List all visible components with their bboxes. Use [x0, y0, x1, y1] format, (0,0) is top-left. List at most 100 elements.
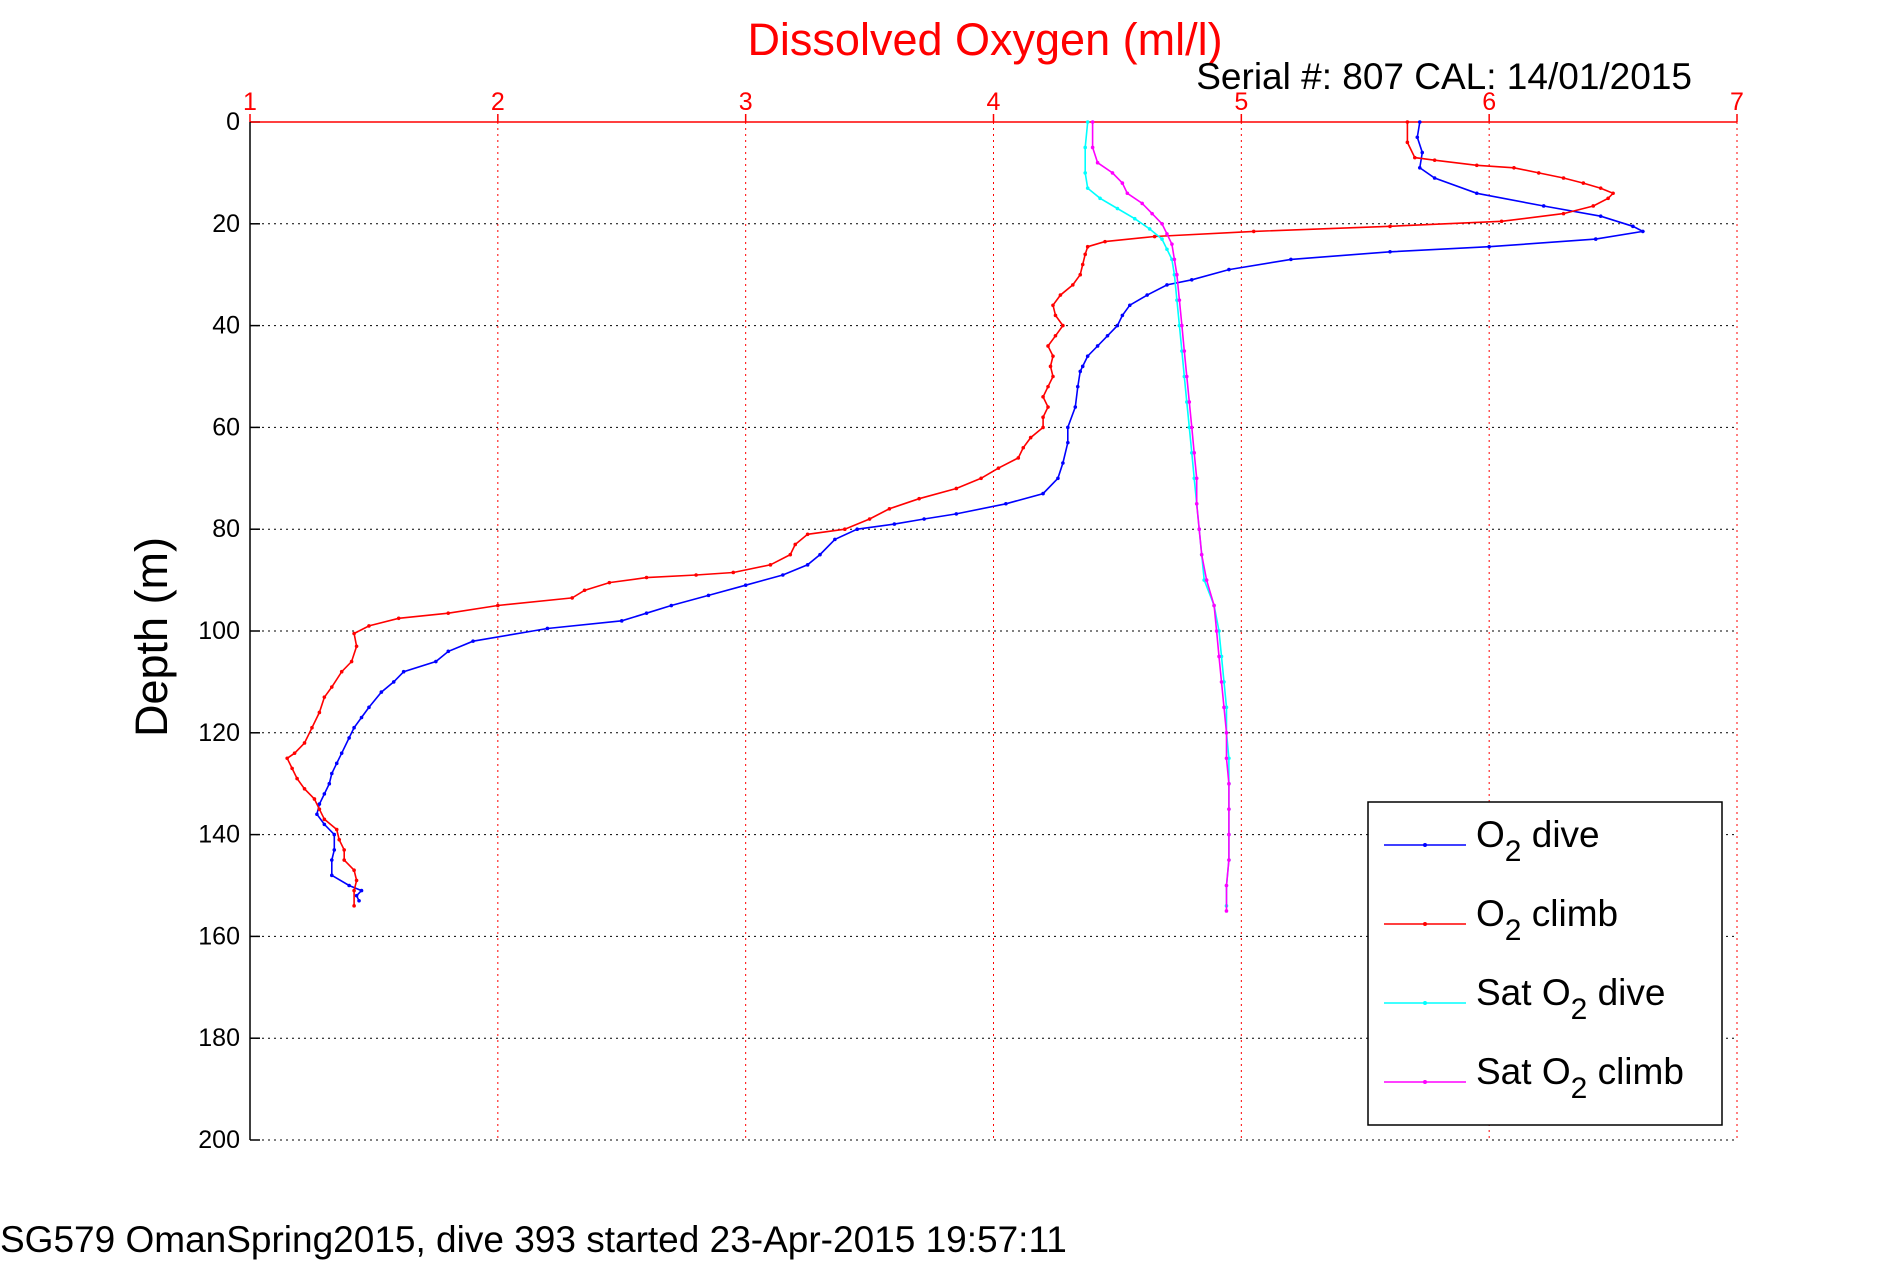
data-point — [1041, 491, 1045, 496]
data-point — [352, 904, 356, 908]
data-point — [1641, 229, 1645, 234]
data-point — [793, 542, 798, 547]
data-point — [446, 611, 451, 615]
data-point — [1227, 858, 1231, 862]
data-point — [1631, 224, 1635, 229]
data-point — [285, 756, 289, 761]
data-point — [694, 573, 698, 577]
data-point — [781, 573, 785, 577]
data-point — [1474, 163, 1479, 168]
data-point — [332, 832, 337, 837]
data-point — [1021, 445, 1026, 450]
data-point — [1075, 384, 1080, 389]
data-point — [334, 827, 339, 832]
data-point — [1175, 272, 1179, 277]
data-point — [1187, 425, 1192, 430]
data-point — [843, 527, 847, 531]
x-tick-label: 1 — [243, 88, 257, 116]
data-point — [349, 659, 354, 664]
data-point — [295, 776, 299, 781]
data-point — [1432, 176, 1437, 180]
y-tick-label: 0 — [226, 108, 240, 136]
data-point — [317, 710, 322, 715]
y-tick-label: 200 — [198, 1126, 240, 1154]
data-point — [1217, 654, 1221, 659]
data-point — [805, 563, 810, 567]
data-point — [1175, 298, 1179, 302]
data-point — [396, 616, 401, 621]
data-point — [1189, 277, 1194, 282]
y-axis-label: Depth (m) — [126, 537, 177, 737]
data-point — [1080, 364, 1085, 369]
data-point — [1251, 229, 1256, 234]
data-point — [352, 868, 356, 873]
data-point — [1170, 257, 1174, 262]
data-point — [1180, 349, 1184, 353]
data-point — [347, 736, 351, 740]
y-tick-label: 20 — [212, 210, 240, 238]
data-point — [1172, 272, 1177, 277]
data-point — [1227, 756, 1231, 761]
data-point — [1061, 461, 1065, 465]
data-point — [818, 552, 822, 557]
data-point — [644, 611, 649, 615]
data-point — [496, 603, 500, 608]
data-point — [731, 570, 736, 575]
data-point — [1120, 313, 1125, 318]
data-point — [322, 817, 327, 822]
y-tick-label: 120 — [198, 719, 240, 747]
data-point — [354, 644, 359, 649]
data-point — [1182, 374, 1187, 379]
data-point — [1417, 166, 1422, 170]
data-point — [1512, 166, 1516, 170]
data-series — [285, 120, 1646, 913]
data-point — [310, 725, 314, 730]
data-point — [1105, 333, 1110, 338]
data-point — [1227, 267, 1231, 272]
x-tick-label: 4 — [987, 88, 1001, 116]
data-point — [1199, 552, 1204, 557]
data-point — [582, 588, 587, 593]
data-point — [1405, 120, 1410, 124]
data-point — [1598, 214, 1603, 218]
data-point — [1041, 425, 1045, 430]
data-point — [1160, 237, 1164, 241]
series-line — [1091, 122, 1230, 911]
data-point — [570, 596, 574, 600]
data-point — [1224, 756, 1229, 761]
data-point — [434, 659, 438, 664]
data-point — [1204, 578, 1209, 582]
data-point — [339, 669, 344, 674]
data-point — [352, 631, 356, 636]
data-point — [342, 848, 346, 852]
footer-text: SG579 OmanSpring2015, dive 393 started 2… — [0, 1219, 1067, 1260]
chart-subtitle: Serial #: 807 CAL: 14/01/2015 — [1196, 56, 1692, 97]
data-point — [1115, 323, 1120, 328]
data-point — [359, 888, 364, 893]
data-point — [322, 792, 327, 796]
data-point — [917, 496, 921, 501]
data-point — [1192, 476, 1197, 481]
data-point — [619, 619, 624, 623]
data-point — [979, 476, 983, 481]
data-point — [1085, 186, 1090, 190]
data-point — [1227, 832, 1231, 837]
data-point — [1388, 249, 1392, 254]
data-point — [1145, 293, 1149, 297]
data-point — [1219, 654, 1224, 659]
data-point — [996, 466, 1001, 470]
data-point — [1160, 222, 1164, 226]
data-point — [805, 532, 810, 537]
data-point — [332, 848, 337, 852]
data-point — [1197, 527, 1202, 531]
series-0 — [315, 120, 1646, 903]
y-tick-label: 80 — [212, 515, 240, 543]
data-point — [1591, 204, 1596, 208]
data-point — [1051, 354, 1055, 358]
series-3 — [1090, 120, 1231, 913]
data-point — [1541, 204, 1546, 208]
data-point — [1172, 257, 1177, 262]
data-point — [1073, 405, 1078, 409]
data-point — [1046, 405, 1050, 409]
